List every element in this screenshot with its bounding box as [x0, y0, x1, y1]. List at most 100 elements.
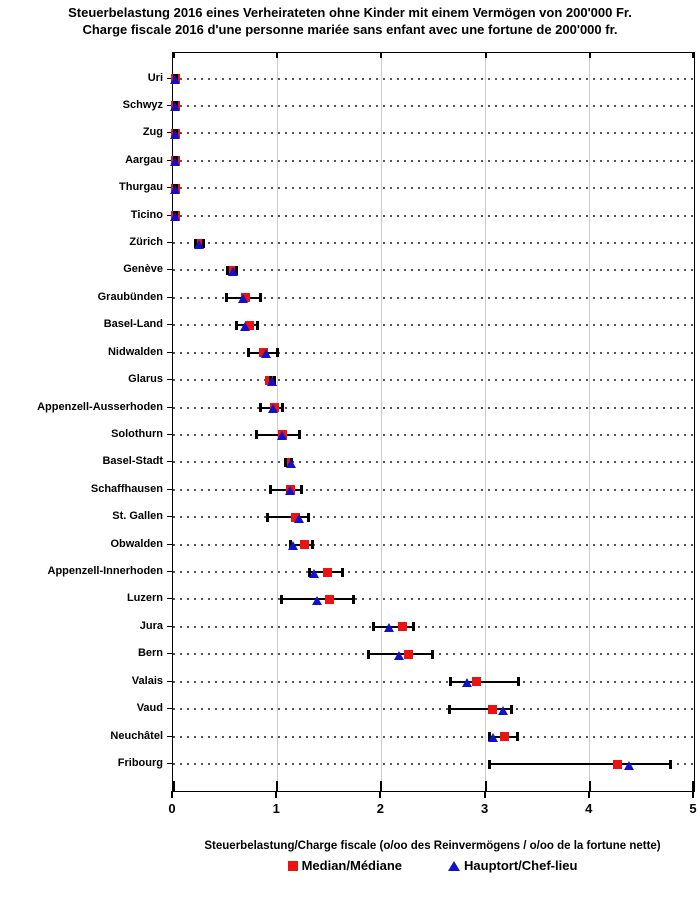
leader-line — [173, 461, 694, 464]
canton-label: Aargau — [125, 153, 163, 166]
y-tick — [167, 406, 172, 408]
range-cap-min — [367, 649, 371, 659]
x-tick — [587, 791, 590, 798]
hauptort-marker — [170, 212, 181, 222]
legend-median-label: Median/Médiane — [301, 858, 403, 873]
legend: Median/Médiane Hauptort/Chef-lieu — [172, 858, 693, 873]
x-tick-bottom — [173, 781, 175, 791]
x-tick-label: 4 — [585, 801, 593, 816]
canton-label: Glarus — [128, 373, 163, 386]
range-cap-min — [266, 512, 270, 522]
x-tick-top — [692, 53, 694, 58]
chart-title-line2: Charge fiscale 2016 d'une personne marié… — [82, 22, 618, 37]
canton-label: Schaffhausen — [90, 482, 163, 495]
y-tick — [167, 269, 172, 271]
canton-label: Obwalden — [110, 537, 163, 550]
canton-label: Genève — [123, 263, 163, 276]
range-cap-min — [488, 759, 492, 769]
canton-label: Vaud — [136, 702, 163, 715]
canton-label: Neuchâtel — [110, 729, 163, 742]
hauptort-marker — [268, 404, 279, 414]
range-bar — [450, 680, 519, 683]
range-cap-min — [269, 485, 273, 495]
x-tick — [275, 791, 278, 798]
hauptort-marker — [498, 705, 509, 715]
median-marker — [324, 594, 334, 604]
y-tick — [167, 571, 172, 573]
range-cap-min — [235, 320, 239, 330]
range-cap-max — [280, 403, 284, 413]
gridline — [380, 53, 382, 791]
leader-line — [173, 324, 694, 327]
canton-label: Appenzell-Innerhoden — [47, 565, 164, 578]
median-marker-icon — [287, 860, 298, 871]
median-marker — [322, 567, 332, 577]
hauptort-marker — [170, 129, 181, 139]
x-tick-label: 1 — [272, 801, 280, 816]
range-cap-min — [448, 677, 452, 687]
canton-label: Basel-Stadt — [102, 455, 163, 468]
x-tick-label: 3 — [480, 801, 489, 816]
legend-item-median: Median/Médiane — [287, 858, 403, 873]
canton-label: Zug — [142, 126, 163, 139]
leader-line — [173, 625, 694, 628]
leader-line — [173, 242, 694, 245]
canton-label: Fribourg — [117, 757, 163, 769]
legend-item-hauptort: Hauptort/Chef-lieu — [448, 858, 577, 873]
range-cap-min — [284, 457, 288, 467]
range-cap-max — [306, 512, 310, 522]
median-marker — [299, 540, 309, 550]
y-tick — [167, 132, 172, 134]
y-tick — [167, 159, 172, 161]
leader-line — [173, 379, 694, 382]
hauptort-marker — [170, 157, 181, 167]
y-tick — [167, 653, 172, 655]
median-marker — [488, 704, 498, 714]
leader-line — [173, 763, 694, 765]
y-tick — [167, 379, 172, 381]
y-tick — [167, 680, 172, 682]
range-bar — [449, 708, 512, 711]
range-cap-max — [255, 320, 259, 330]
range-bar — [489, 763, 671, 765]
x-tick-bottom — [484, 781, 487, 791]
chart-title-line1: Steuerbelastung 2016 eines Verheirateten… — [68, 5, 632, 20]
y-tick — [167, 187, 172, 189]
range-cap-min — [224, 293, 228, 303]
y-tick — [167, 543, 172, 545]
hauptort-marker — [624, 760, 635, 770]
gridline — [485, 53, 487, 791]
hauptort-marker — [394, 650, 405, 660]
range-cap-max — [668, 759, 672, 769]
range-cap-max — [299, 485, 303, 495]
range-cap-min — [225, 265, 229, 275]
hauptort-marker — [383, 623, 394, 633]
leader-line — [173, 735, 694, 738]
y-tick — [167, 625, 172, 627]
leader-line — [173, 488, 694, 491]
x-tick-label: 2 — [376, 801, 384, 816]
range-cap-max — [311, 540, 315, 550]
median-marker — [471, 677, 481, 687]
range-cap-max — [517, 677, 521, 687]
range-cap-max — [516, 732, 520, 742]
hauptort-marker — [237, 294, 248, 304]
x-tick-top — [484, 53, 487, 58]
y-tick — [167, 351, 172, 353]
hauptort-marker — [266, 376, 277, 386]
leader-line — [173, 516, 694, 519]
chart-title: Steuerbelastung 2016 eines Verheirateten… — [0, 4, 700, 38]
y-tick — [167, 763, 172, 764]
x-tick-top — [173, 53, 175, 58]
hauptort-marker — [311, 595, 322, 605]
y-tick — [167, 433, 172, 435]
x-tick — [379, 791, 382, 798]
leader-line — [173, 159, 694, 162]
hauptort-marker — [170, 102, 181, 112]
legend-hauptort-label: Hauptort/Chef-lieu — [464, 858, 578, 873]
y-tick — [167, 324, 172, 326]
leader-line — [173, 433, 694, 436]
median-marker — [613, 759, 623, 769]
leader-line — [173, 571, 694, 574]
x-tick-label: 0 — [168, 801, 176, 816]
